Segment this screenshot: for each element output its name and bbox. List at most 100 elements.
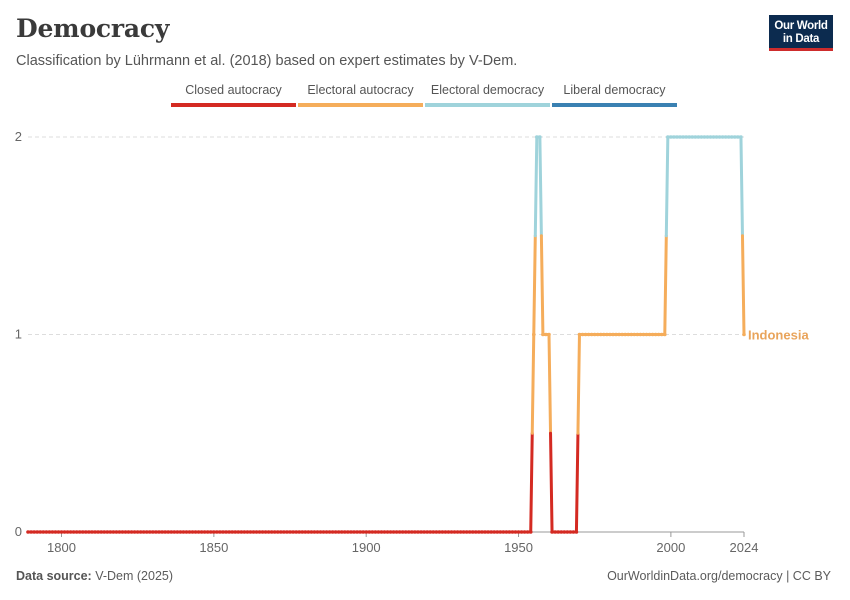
- data-point: [29, 530, 33, 534]
- data-point: [428, 530, 432, 534]
- data-point: [321, 530, 326, 534]
- data-point: [44, 530, 49, 534]
- data-point: [56, 530, 61, 534]
- series-transition: [663, 234, 668, 336]
- data-point: [135, 530, 140, 534]
- chart-title: Democracy: [16, 14, 170, 43]
- data-point: [312, 530, 317, 534]
- legend-label: Liberal democracy: [563, 83, 666, 97]
- data-point: [93, 530, 97, 534]
- data-point: [422, 530, 426, 534]
- data-point: [282, 530, 286, 534]
- data-point: [269, 530, 274, 534]
- data-point: [413, 530, 417, 534]
- data-point: [166, 530, 170, 534]
- data-point: [583, 332, 588, 337]
- data-point: [513, 530, 518, 534]
- data-point: [632, 332, 637, 337]
- data-point: [221, 530, 225, 534]
- legend-item-liberal-democracy[interactable]: Liberal democracy: [552, 83, 677, 107]
- data-point: [87, 530, 91, 534]
- x-tick-label: 1900: [352, 540, 381, 555]
- data-point: [190, 530, 195, 534]
- data-point: [74, 530, 79, 534]
- data-point: [458, 530, 463, 534]
- data-point: [145, 530, 149, 534]
- data-point: [114, 530, 119, 534]
- data-point: [202, 530, 207, 534]
- data-point: [471, 530, 475, 534]
- data-point: [641, 332, 646, 337]
- data-point: [297, 530, 301, 534]
- data-point: [227, 530, 231, 534]
- data-point: [644, 332, 649, 337]
- data-point: [205, 530, 210, 534]
- data-source-value[interactable]: V-Dem (2025): [95, 569, 174, 583]
- data-point: [400, 530, 405, 534]
- data-point: [343, 530, 347, 534]
- data-point: [193, 530, 198, 534]
- data-point: [245, 530, 250, 534]
- data-point: [38, 530, 42, 534]
- data-point: [699, 135, 704, 139]
- series-transition: [538, 135, 543, 238]
- data-point: [327, 530, 332, 534]
- data-point: [672, 135, 676, 139]
- data-point: [294, 530, 298, 534]
- series-transition: [532, 234, 537, 336]
- data-point: [407, 530, 411, 534]
- axis-layer: 0 1 2 1800 1850 1900 1950 2000 2024: [15, 129, 759, 555]
- data-point: [483, 530, 487, 534]
- data-point: [480, 530, 484, 534]
- data-point: [376, 530, 381, 534]
- data-point: [84, 530, 88, 534]
- data-point: [212, 530, 216, 534]
- data-point: [196, 530, 201, 534]
- data-point: [163, 530, 167, 534]
- legend-item-closed-autocracy[interactable]: Closed autocracy: [171, 83, 296, 107]
- data-point: [242, 530, 247, 534]
- data-point: [608, 332, 612, 337]
- data-point: [638, 332, 643, 337]
- data-point: [141, 530, 146, 534]
- data-point: [169, 530, 173, 534]
- data-point: [318, 530, 323, 534]
- data-source-label: Data source:: [16, 569, 92, 583]
- data-point: [565, 530, 570, 534]
- data-point: [589, 332, 594, 337]
- legend-item-electoral-autocracy[interactable]: Electoral autocracy: [298, 83, 423, 107]
- data-point: [602, 332, 606, 337]
- data-point: [230, 530, 234, 534]
- data-point: [111, 530, 116, 534]
- data-point: [157, 530, 161, 534]
- x-tick-label: 1950: [504, 540, 533, 555]
- data-point: [388, 530, 393, 534]
- data-source: Data source: V-Dem (2025): [16, 569, 173, 583]
- data-point: [373, 530, 378, 534]
- line-layer: [26, 135, 746, 534]
- data-point: [693, 135, 698, 139]
- data-point: [364, 530, 368, 534]
- data-point: [309, 530, 314, 534]
- data-point: [733, 135, 737, 139]
- data-point: [614, 332, 618, 337]
- data-point: [562, 530, 567, 534]
- data-point: [81, 530, 85, 534]
- data-point: [233, 530, 237, 534]
- data-point: [525, 530, 530, 534]
- data-point: [620, 332, 624, 337]
- data-point: [714, 135, 719, 139]
- data-point: [669, 135, 673, 139]
- owid-logo[interactable]: Our World in Data: [769, 15, 833, 51]
- data-point: [370, 530, 375, 534]
- legend-item-electoral-democracy[interactable]: Electoral democracy: [425, 83, 550, 107]
- data-point: [474, 530, 478, 534]
- source-url[interactable]: OurWorldinData.org/democracy | CC BY: [607, 569, 831, 583]
- data-point: [126, 530, 131, 534]
- series-transition: [547, 333, 553, 435]
- data-point: [696, 135, 701, 139]
- data-point: [324, 530, 329, 534]
- data-point: [684, 135, 688, 139]
- x-tick-label: 1800: [47, 540, 76, 555]
